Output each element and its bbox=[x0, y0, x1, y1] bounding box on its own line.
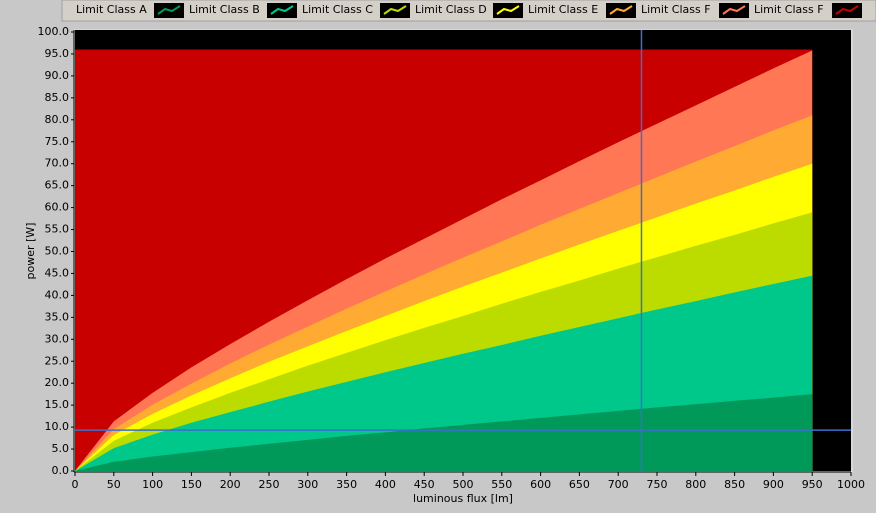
legend-box bbox=[61, 0, 876, 22]
legend-swatch bbox=[383, 5, 407, 15]
y-tick-label: 45.0 bbox=[45, 266, 70, 279]
y-tick-label: 70.0 bbox=[45, 157, 70, 170]
legend-label: Limit Class C bbox=[302, 3, 373, 16]
y-tick-label: 5.0 bbox=[52, 442, 70, 455]
legend-label: Limit Class D bbox=[415, 3, 487, 16]
y-tick-label: 80.0 bbox=[45, 113, 70, 126]
x-tick-label: 700 bbox=[608, 478, 629, 491]
x-tick-label: 1000 bbox=[837, 478, 865, 491]
x-tick-label: 550 bbox=[491, 478, 512, 491]
y-tick-label: 50.0 bbox=[45, 245, 70, 258]
y-tick-label: 10.0 bbox=[45, 420, 70, 433]
legend-swatch bbox=[835, 5, 859, 15]
y-tick-label: 60.0 bbox=[45, 201, 70, 214]
legend-swatch bbox=[270, 5, 294, 15]
x-tick-label: 750 bbox=[647, 478, 668, 491]
y-tick-label: 65.0 bbox=[45, 179, 70, 192]
legend-label: Limit Class E bbox=[528, 3, 598, 16]
y-tick-label: 100.0 bbox=[38, 25, 70, 38]
y-tick-label: 20.0 bbox=[45, 376, 70, 389]
legend-label: Limit Class F bbox=[641, 3, 711, 16]
x-tick-label: 200 bbox=[220, 478, 241, 491]
legend-swatch bbox=[609, 5, 633, 15]
x-tick-label: 450 bbox=[414, 478, 435, 491]
x-tick-label: 50 bbox=[107, 478, 121, 491]
y-tick-label: 30.0 bbox=[45, 332, 70, 345]
legend-label: Limit Class B bbox=[189, 3, 260, 16]
legend-label: Limit Class F bbox=[754, 3, 824, 16]
y-tick-label: 40.0 bbox=[45, 288, 70, 301]
y-tick-label: 95.0 bbox=[45, 47, 70, 60]
x-tick-label: 300 bbox=[297, 478, 318, 491]
y-axis-title: power [W] bbox=[24, 223, 37, 280]
x-tick-label: 950 bbox=[802, 478, 823, 491]
x-tick-label: 400 bbox=[375, 478, 396, 491]
x-tick-label: 0 bbox=[72, 478, 79, 491]
legend-label: Limit Class A bbox=[76, 3, 147, 16]
x-tick-label: 100 bbox=[142, 478, 163, 491]
y-tick-label: 25.0 bbox=[45, 354, 70, 367]
x-tick-label: 900 bbox=[763, 478, 784, 491]
y-tick-label: 85.0 bbox=[45, 91, 70, 104]
legend-swatch bbox=[496, 5, 520, 15]
x-tick-label: 350 bbox=[336, 478, 357, 491]
y-tick-label: 55.0 bbox=[45, 223, 70, 236]
x-tick-label: 500 bbox=[453, 478, 474, 491]
y-tick-label: 90.0 bbox=[45, 69, 70, 82]
y-tick-label: 35.0 bbox=[45, 310, 70, 323]
y-tick-label: 0.0 bbox=[52, 464, 70, 477]
x-tick-label: 800 bbox=[685, 478, 706, 491]
x-tick-label: 600 bbox=[530, 478, 551, 491]
area bbox=[75, 394, 813, 471]
x-axis-title: luminous flux [lm] bbox=[413, 492, 513, 505]
x-tick-label: 250 bbox=[259, 478, 280, 491]
legend-swatch bbox=[157, 5, 181, 15]
x-tick-label: 150 bbox=[181, 478, 202, 491]
y-tick-label: 15.0 bbox=[45, 398, 70, 411]
legend-swatch bbox=[722, 5, 746, 15]
y-tick-label: 75.0 bbox=[45, 135, 70, 148]
x-tick-label: 650 bbox=[569, 478, 590, 491]
x-tick-label: 850 bbox=[724, 478, 745, 491]
